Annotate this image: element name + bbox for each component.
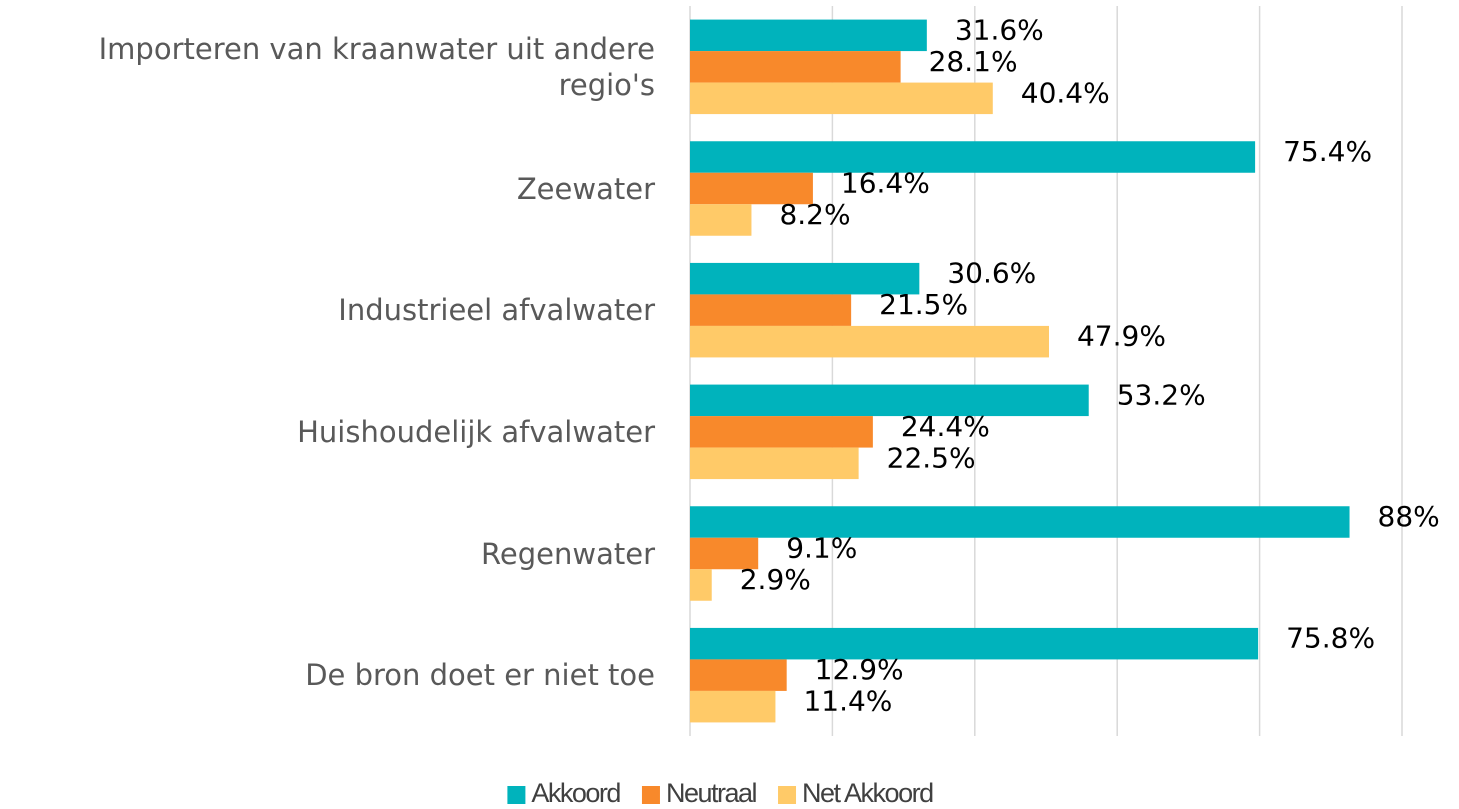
data-label: 11.4%	[803, 685, 892, 718]
bar	[690, 262, 920, 295]
category-label: De bron doet er niet toe	[305, 658, 655, 693]
legend-label: Neutraal	[666, 778, 757, 808]
bar	[690, 204, 752, 236]
data-label: 30.6%	[947, 257, 1036, 290]
data-label: 12.9%	[815, 653, 904, 686]
legend-label: Net Akkoord	[802, 778, 933, 808]
data-label: 40.4%	[1021, 76, 1110, 109]
bar	[690, 627, 1259, 660]
legend-swatch	[507, 786, 526, 804]
bar	[690, 51, 901, 83]
bar	[690, 82, 993, 115]
bar	[690, 569, 712, 601]
data-label: 31.6%	[955, 13, 1044, 46]
data-label: 22.5%	[887, 441, 976, 474]
legend-label: Akkoord	[531, 778, 620, 808]
data-label: 9.1%	[786, 532, 857, 565]
data-label: 47.9%	[1077, 320, 1166, 353]
bar	[690, 447, 859, 480]
bar	[690, 506, 1350, 538]
legend-swatch	[778, 786, 797, 804]
bar	[690, 19, 927, 52]
bar	[690, 325, 1049, 358]
data-label: 16.4%	[841, 167, 930, 200]
bar	[690, 659, 787, 691]
data-label: 88%	[1378, 500, 1440, 533]
category-label: Regenwater	[481, 536, 655, 571]
bar	[690, 141, 1256, 173]
bar	[690, 294, 852, 326]
data-label: 75.8%	[1286, 622, 1375, 655]
category-label: Huishoudelijk afvalwater	[297, 414, 655, 449]
data-label: 8.2%	[779, 198, 850, 231]
category-label: Zeewater	[516, 171, 655, 206]
category-label: Industrieel afvalwater	[338, 293, 655, 328]
data-label: 28.1%	[929, 45, 1018, 78]
bar	[690, 537, 759, 570]
data-label: 53.2%	[1117, 378, 1206, 411]
data-label: 21.5%	[879, 288, 968, 321]
data-label: 2.9%	[740, 563, 811, 596]
data-label: 75.4%	[1283, 135, 1372, 168]
bar	[690, 416, 873, 448]
legend-swatch	[641, 786, 660, 804]
bar	[690, 690, 776, 723]
bar	[690, 172, 813, 205]
data-label: 24.4%	[901, 410, 990, 443]
bar	[690, 384, 1089, 417]
category-label: Importeren van kraanwater uit andere reg…	[98, 31, 655, 102]
